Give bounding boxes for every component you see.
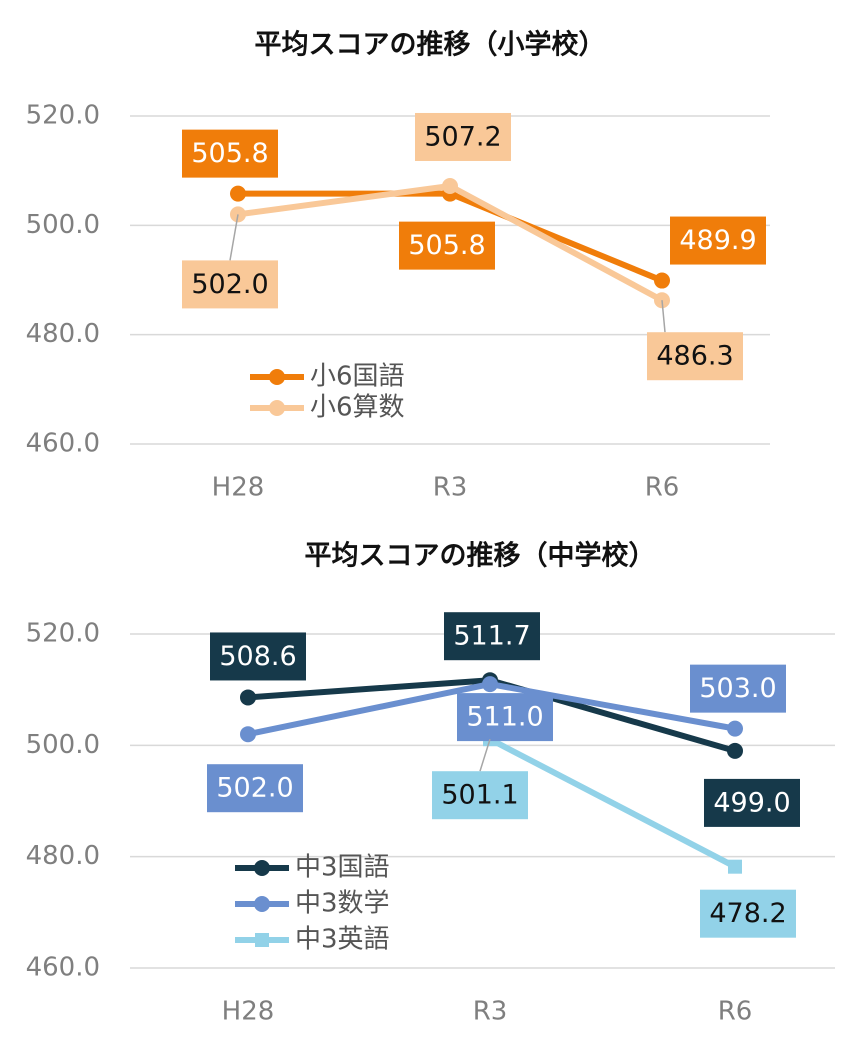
leader-line xyxy=(479,738,491,772)
data-label: 505.8 xyxy=(408,230,485,261)
data-label: 486.3 xyxy=(656,341,733,372)
x-tick-label: R3 xyxy=(433,473,468,503)
legend-marker xyxy=(254,896,270,912)
chart-title: 平均スコアの推移（中学校） xyxy=(305,540,656,572)
data-label: 478.2 xyxy=(709,898,786,929)
legend-label: 中3数学 xyxy=(295,889,390,919)
label-box xyxy=(647,332,743,381)
x-tick-label: H28 xyxy=(212,473,265,503)
x-tick-label: R6 xyxy=(645,473,680,503)
y-tick-label: 500.0 xyxy=(26,210,100,240)
point xyxy=(727,742,743,759)
label-box xyxy=(704,778,800,827)
line xyxy=(488,736,737,870)
label-box xyxy=(182,260,278,309)
data-label: 502.0 xyxy=(216,773,293,804)
chart-title: 平均スコアの推移（小学校） xyxy=(255,29,606,61)
x-tick-label: R3 xyxy=(473,997,508,1027)
y-tick-label: 520.0 xyxy=(26,619,100,649)
point xyxy=(230,185,246,202)
label-box xyxy=(457,693,553,742)
point xyxy=(442,177,458,194)
data-label: 511.7 xyxy=(453,621,530,652)
data-label: 489.9 xyxy=(679,225,756,256)
label-box xyxy=(700,889,796,938)
data-label: 503.0 xyxy=(699,673,776,704)
data-label: 499.0 xyxy=(713,787,790,818)
legend-marker xyxy=(269,369,285,385)
label-box xyxy=(670,216,766,265)
data-label: 505.8 xyxy=(191,138,268,169)
legend-marker xyxy=(255,933,269,947)
label-box xyxy=(399,221,495,270)
y-tick-label: 480.0 xyxy=(26,841,100,871)
data-label: 501.1 xyxy=(441,780,518,811)
label-box xyxy=(690,664,786,713)
data-label: 507.2 xyxy=(424,121,501,152)
x-tick-label: H28 xyxy=(222,997,275,1027)
legend-marker xyxy=(254,860,270,876)
label-box xyxy=(207,764,303,813)
point xyxy=(482,676,498,693)
data-label: 502.0 xyxy=(191,269,268,300)
x-tick-label: R6 xyxy=(718,997,753,1027)
y-tick-label: 460.0 xyxy=(26,953,100,983)
data-label: 511.0 xyxy=(466,702,543,733)
label-box xyxy=(432,771,528,820)
point xyxy=(728,859,742,874)
y-tick-label: 480.0 xyxy=(26,319,100,349)
y-tick-label: 460.0 xyxy=(26,429,100,459)
legend-label: 小6算数 xyxy=(310,393,405,423)
label-box xyxy=(444,612,540,661)
point xyxy=(727,720,743,737)
point xyxy=(240,689,256,706)
leader-line xyxy=(661,300,666,333)
legend-marker xyxy=(269,400,285,416)
y-tick-label: 500.0 xyxy=(26,730,100,760)
label-box xyxy=(182,129,278,178)
data-label: 508.6 xyxy=(219,641,296,672)
label-box xyxy=(415,112,511,161)
point xyxy=(654,272,670,289)
label-box xyxy=(210,632,306,681)
legend-label: 中3英語 xyxy=(295,925,390,955)
legend-label: 小6国語 xyxy=(310,362,405,392)
y-tick-label: 520.0 xyxy=(26,101,100,131)
leader-line xyxy=(229,214,239,261)
legend-label: 中3国語 xyxy=(295,853,390,883)
point xyxy=(240,726,256,743)
